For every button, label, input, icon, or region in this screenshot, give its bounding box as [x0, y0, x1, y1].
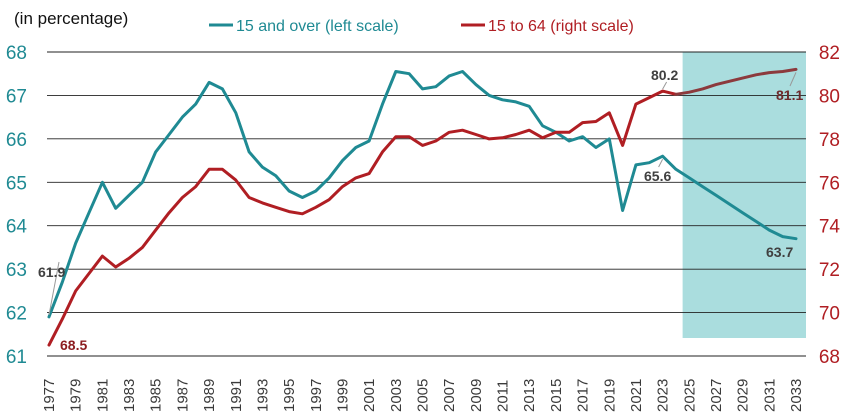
- x-tick-label: 1993: [254, 379, 271, 412]
- series-line-15-to-64: [47, 89, 678, 347]
- x-tick-label: 2013: [521, 379, 538, 412]
- x-tick-label: 2005: [415, 379, 432, 412]
- x-tick-label: 1997: [308, 379, 325, 412]
- x-tick-label: 1981: [94, 379, 111, 412]
- left-axis-tick-label: 65: [6, 173, 27, 194]
- x-tick-label: 2001: [361, 379, 378, 412]
- right-axis-tick-label: 80: [819, 86, 840, 107]
- annotation-leader: [789, 72, 797, 87]
- x-tick-label: 1987: [174, 379, 191, 412]
- left-axis-tick-label: 63: [6, 260, 27, 281]
- right-axis-tick-label: 76: [819, 173, 840, 194]
- x-tick-label: 1979: [68, 379, 85, 412]
- x-tick-label: 2025: [681, 379, 698, 412]
- x-tick-label: 2033: [788, 379, 805, 412]
- annotation-leader: [662, 81, 668, 90]
- x-tick-label: 2029: [735, 379, 752, 412]
- x-tick-label: 1983: [121, 379, 138, 412]
- annotation-label: 68.5: [60, 337, 87, 353]
- right-axis-tick-label: 68: [819, 347, 840, 368]
- legend-label-left: 15 and over (left scale): [236, 18, 399, 35]
- x-tick-label: 1989: [201, 379, 218, 412]
- left-axis-tick-label: 64: [6, 217, 28, 238]
- legend-label-right: 15 to 64 (right scale): [488, 18, 634, 35]
- annotation-leader: [48, 261, 60, 316]
- x-tick-label: 1995: [281, 379, 298, 412]
- x-tick-label: 2021: [628, 379, 645, 412]
- x-tick-label: 2015: [548, 379, 565, 412]
- left-axis-tick-label: 66: [6, 130, 27, 151]
- annotation-leader: [658, 158, 664, 168]
- x-tick-label: 1999: [334, 379, 351, 412]
- right-axis-tick-label: 72: [819, 260, 840, 281]
- series-line-15-and-over: [47, 70, 798, 319]
- unit-label: (in percentage): [14, 9, 128, 28]
- right-axis-tick-label: 70: [819, 304, 840, 325]
- x-tick-label: 2027: [708, 379, 725, 412]
- x-tick-label: 2031: [761, 379, 778, 412]
- x-tick-label: 2017: [575, 379, 592, 412]
- x-tick-label: 2003: [388, 379, 405, 412]
- left-axis-tick-label: 67: [6, 86, 27, 107]
- annotation-label: 65.6: [644, 168, 671, 184]
- right-axis-tick-label: 82: [819, 43, 840, 64]
- x-tick-label: 2019: [601, 379, 618, 412]
- right-axis-tick-label: 78: [819, 130, 840, 151]
- annotation-label: 81.1: [776, 87, 803, 103]
- x-tick-label: 2007: [441, 379, 458, 412]
- series-line-15-to-64-projection: [674, 67, 798, 96]
- left-axis-tick-label: 61: [6, 347, 27, 368]
- right-axis-tick-label: 74: [819, 217, 841, 238]
- x-tick-label: 1991: [228, 379, 245, 412]
- x-tick-label: 1977: [41, 379, 58, 412]
- x-tick-label: 2023: [655, 379, 672, 412]
- annotation-label: 61.9: [38, 264, 65, 280]
- left-axis-tick-label: 68: [6, 43, 27, 64]
- x-tick-label: 2011: [495, 380, 512, 412]
- x-tick-label: 2009: [468, 379, 485, 412]
- projection-shading: [682, 52, 806, 338]
- annotation-label: 80.2: [651, 67, 678, 83]
- annotation-label: 63.7: [766, 244, 793, 260]
- left-axis-tick-label: 62: [6, 304, 27, 325]
- x-tick-label: 1985: [148, 379, 165, 412]
